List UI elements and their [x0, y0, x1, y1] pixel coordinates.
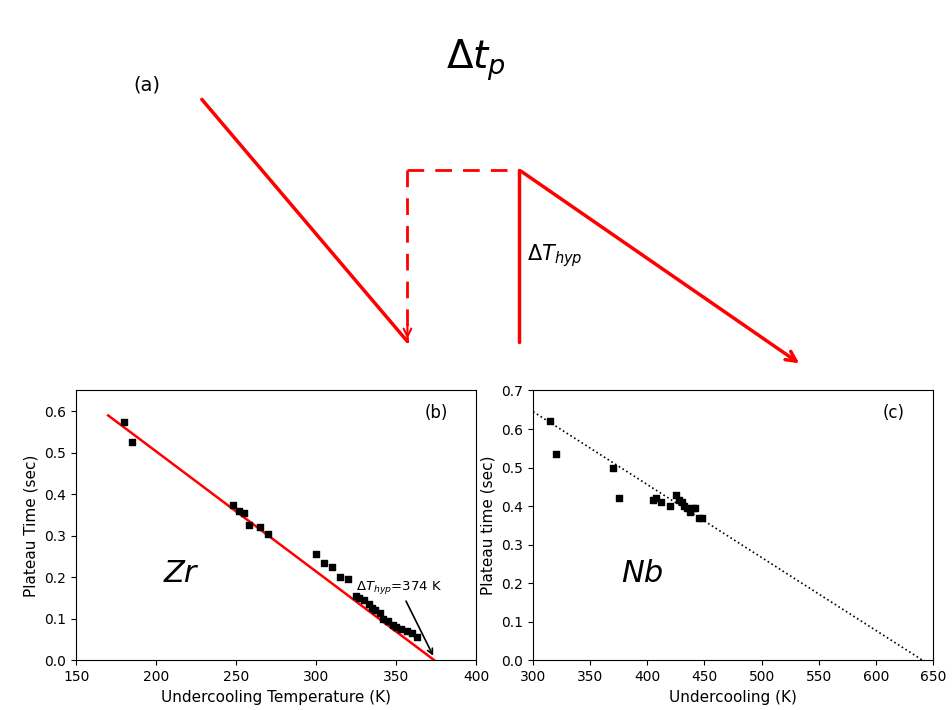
Point: [645, 495, 661, 506]
Point: [236, 507, 251, 518]
Y-axis label: Plateau Time (sec): Plateau Time (sec): [24, 454, 39, 596]
Point: [400, 626, 415, 637]
Point: [393, 623, 408, 635]
Point: [365, 603, 380, 614]
Point: [611, 493, 626, 504]
Point: [325, 561, 340, 572]
Text: (a): (a): [133, 76, 160, 95]
Point: [116, 416, 131, 427]
Y-axis label: Plateau time (sec): Plateau time (sec): [481, 456, 496, 595]
Text: (c): (c): [883, 404, 905, 422]
Point: [605, 462, 621, 474]
Point: [308, 549, 324, 560]
Point: [388, 621, 404, 633]
Point: [376, 613, 391, 625]
Point: [252, 522, 268, 533]
Point: [674, 496, 689, 508]
Point: [386, 619, 401, 630]
Point: [405, 628, 420, 639]
Point: [695, 512, 710, 523]
Point: [351, 592, 367, 604]
Point: [672, 495, 687, 506]
Point: [680, 503, 695, 514]
Point: [332, 572, 347, 583]
Text: $\Delta T_{hyp}$: $\Delta T_{hyp}$: [527, 242, 583, 269]
Point: [367, 605, 383, 616]
Point: [226, 499, 241, 510]
Point: [231, 506, 247, 517]
Point: [653, 496, 668, 508]
Text: Zr: Zr: [164, 559, 197, 589]
Text: (b): (b): [425, 404, 448, 422]
Point: [663, 501, 678, 512]
Point: [409, 632, 425, 643]
Point: [649, 493, 664, 504]
Point: [372, 607, 387, 618]
Point: [341, 574, 356, 585]
Text: $\Delta T_{hyp}$=374 K: $\Delta T_{hyp}$=374 K: [356, 579, 443, 654]
Point: [316, 557, 331, 569]
X-axis label: Undercooling (K): Undercooling (K): [669, 689, 797, 704]
Point: [682, 506, 697, 518]
Point: [668, 489, 684, 501]
Point: [676, 501, 691, 512]
Text: $\Delta t_p$: $\Delta t_p$: [446, 37, 506, 82]
Point: [548, 449, 564, 460]
Point: [685, 503, 701, 514]
Point: [261, 528, 276, 540]
Point: [241, 520, 256, 531]
Point: [381, 615, 396, 626]
Text: Nb: Nb: [621, 559, 664, 589]
Point: [356, 594, 371, 606]
Point: [348, 590, 364, 601]
Point: [125, 437, 140, 448]
Point: [543, 415, 558, 427]
X-axis label: Undercooling Temperature (K): Undercooling Temperature (K): [161, 689, 391, 704]
Point: [691, 512, 706, 523]
Point: [361, 599, 376, 610]
Point: [687, 503, 703, 514]
